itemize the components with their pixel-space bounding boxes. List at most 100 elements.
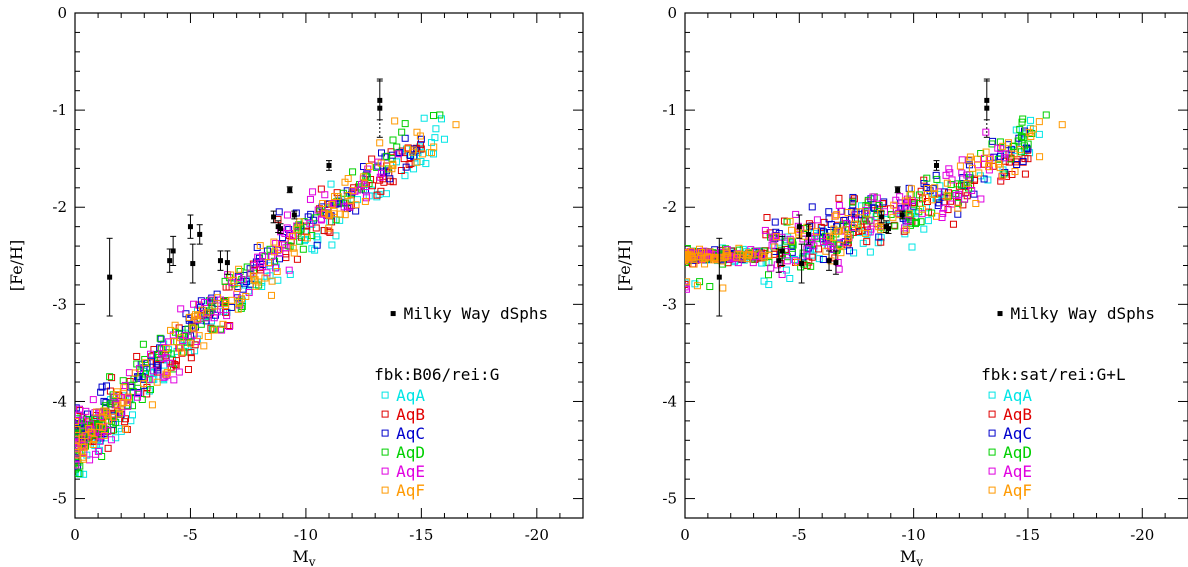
data-point-aqf — [219, 320, 227, 328]
data-point-aqf — [235, 265, 243, 273]
data-point-aqb — [282, 250, 290, 258]
data-point-aqe — [79, 416, 87, 424]
y-tick-label: -4 — [52, 392, 67, 410]
data-point-aqa — [191, 347, 199, 355]
data-point-aqe — [394, 150, 402, 158]
data-point-aqb — [863, 238, 871, 246]
data-point-aqe — [810, 242, 818, 250]
legend-label-aqf: AqF — [1003, 481, 1032, 500]
data-point-aqb — [817, 223, 825, 231]
observed-point — [107, 274, 113, 280]
data-point-aqd — [75, 415, 81, 423]
observed-legend-marker — [390, 311, 396, 317]
legend-label-aqb: AqB — [396, 405, 425, 424]
data-point-aqf — [787, 237, 795, 245]
data-point-aqe — [149, 367, 157, 375]
data-point-aqf — [890, 201, 898, 209]
x-tick-label: -20 — [525, 526, 549, 544]
observed-point — [826, 258, 832, 264]
legend-marker-aqa — [381, 391, 389, 399]
data-point-aqf — [1036, 153, 1044, 161]
data-point-aqf — [261, 274, 269, 282]
data-point-aqe — [177, 305, 185, 313]
data-point-aqf — [1004, 139, 1012, 147]
data-point-aqb — [187, 354, 195, 362]
legend-title: fbk:B06/rei:G — [374, 365, 499, 384]
y-tick-label: -2 — [662, 198, 677, 216]
data-point-aqf — [1035, 118, 1043, 126]
data-point-aqf — [234, 305, 242, 313]
data-point-aqe — [948, 200, 956, 208]
data-point-aqf — [833, 211, 841, 219]
data-point-aqc — [401, 134, 409, 142]
data-point-aqe — [778, 270, 786, 278]
data-point-aqe — [125, 369, 133, 377]
data-point-aqe — [165, 338, 173, 346]
data-point-aqd — [933, 175, 941, 183]
data-point-aqe — [239, 276, 247, 284]
data-point-aqf — [162, 345, 170, 353]
data-point-aqf — [998, 172, 1006, 180]
observed-point — [799, 261, 805, 267]
data-point-aqe — [91, 450, 99, 458]
data-point-aqd — [1024, 140, 1032, 148]
data-point-aqe — [767, 264, 775, 272]
data-point-aqf — [79, 455, 87, 463]
data-point-aqf — [330, 210, 338, 218]
data-point-aqe — [162, 353, 170, 361]
data-point-aqf — [851, 220, 859, 228]
data-point-aqa — [920, 225, 928, 233]
data-point-aqf — [344, 175, 352, 183]
data-point-aqf — [932, 212, 940, 220]
data-point-aqf — [973, 155, 981, 163]
data-point-aqf — [204, 333, 212, 341]
data-point-aqf — [90, 436, 98, 444]
data-point-aqf — [745, 252, 753, 260]
data-point-aqa — [850, 249, 858, 257]
data-point-aqe — [190, 330, 198, 338]
data-point-aqf — [759, 252, 767, 260]
data-point-aqd — [308, 232, 316, 240]
data-point-aqb — [835, 194, 843, 202]
data-point-aqf — [120, 384, 128, 392]
data-point-aqd — [706, 283, 714, 291]
data-point-aqe — [783, 257, 791, 265]
data-point-aqb — [877, 238, 885, 246]
data-point-aqb — [328, 218, 336, 226]
data-point-aqf — [954, 204, 962, 212]
data-point-aqf — [148, 401, 156, 409]
legend-marker-aqc — [381, 429, 389, 437]
data-point-aqf — [975, 169, 983, 177]
data-point-aqa — [274, 276, 282, 284]
data-point-aqe — [354, 186, 362, 194]
data-point-aqf — [250, 276, 258, 284]
legend-label-aqc: AqC — [1003, 424, 1032, 443]
data-point-aqf — [214, 294, 222, 302]
data-point-aqf — [267, 291, 275, 299]
data-point-aqf — [972, 200, 980, 208]
data-point-aqf — [81, 432, 89, 440]
data-point-aqe — [811, 233, 819, 241]
data-point-aqf — [982, 148, 990, 156]
data-point-aqe — [118, 409, 126, 417]
data-point-aqd — [393, 143, 401, 151]
legend-marker-aqe — [988, 467, 996, 475]
data-point-aqe — [685, 283, 689, 291]
legend-marker-aqf — [381, 486, 389, 494]
data-point-aqf — [452, 121, 460, 129]
data-point-aqe — [835, 265, 843, 273]
data-point-aqf — [188, 323, 196, 331]
data-point-aqf — [931, 190, 939, 198]
data-point-aqd — [373, 163, 381, 171]
data-point-aqe — [968, 187, 976, 195]
data-point-aqf — [922, 194, 930, 202]
legend-marker-aqd — [988, 448, 996, 456]
data-point-aqa — [354, 196, 362, 204]
data-point-aqc — [154, 366, 162, 374]
data-point-aqe — [945, 165, 953, 173]
data-point-aqf — [931, 184, 939, 192]
data-point-aqa — [440, 135, 448, 143]
data-point-aqd — [142, 364, 150, 372]
data-point-aqf — [78, 447, 86, 455]
data-point-aqf — [100, 407, 108, 415]
